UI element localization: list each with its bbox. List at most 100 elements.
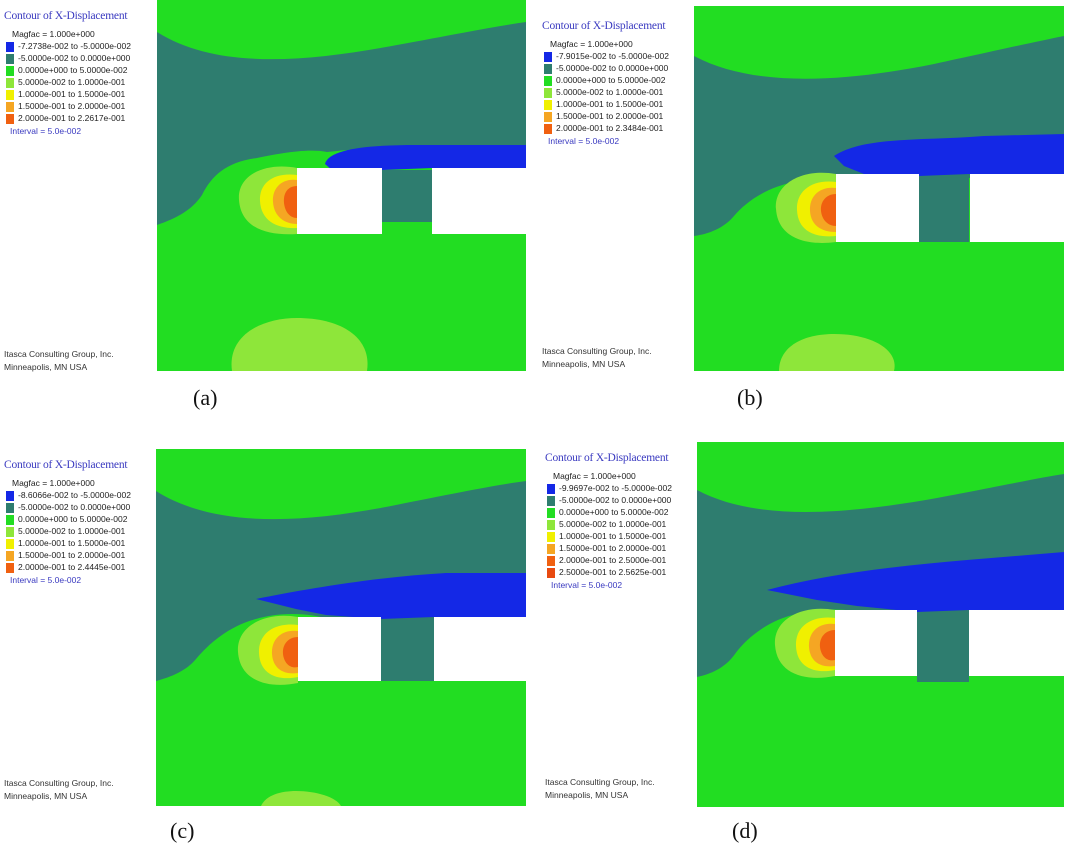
legend-row: -8.6066e-002 to -5.0000e-002 <box>6 490 156 501</box>
legend-swatch <box>544 112 552 122</box>
legend-interval: Interval = 5.0e-002 <box>551 580 623 590</box>
legend-row: 0.0000e+000 to 5.0000e-002 <box>544 75 694 86</box>
legend-title: Contour of X-Displacement <box>542 20 666 32</box>
legend-row: 0.0000e+000 to 5.0000e-002 <box>6 514 156 525</box>
region-teal <box>157 22 526 225</box>
region-blue <box>767 552 1064 612</box>
caption-a: (a) <box>193 385 218 410</box>
legend-swatch <box>547 556 555 566</box>
legend-row-label: 2.0000e-001 to 2.2617e-001 <box>18 113 126 123</box>
credit-location: Minneapolis, MN USA <box>4 791 88 801</box>
region-teal-gap <box>917 610 969 682</box>
legend-swatch <box>6 515 14 525</box>
legend-row-label: -7.9015e-002 to -5.0000e-002 <box>556 51 669 61</box>
opening-left <box>297 168 382 234</box>
region-teal-gap <box>919 176 969 242</box>
opening-right <box>434 617 526 681</box>
legend-row: 1.0000e-001 to 1.5000e-001 <box>6 89 156 100</box>
region-blue <box>256 573 526 619</box>
legend-a: Contour of X-Displacement Magfac = 1.000… <box>4 10 156 372</box>
legend-row-label: -5.0000e-002 to 0.0000e+000 <box>18 53 131 63</box>
legend-row: -5.0000e-002 to 0.0000e+000 <box>547 495 697 506</box>
halo-red <box>819 630 835 661</box>
legend-swatch <box>6 563 14 573</box>
legend-row-label: 1.5000e-001 to 2.0000e-001 <box>18 101 126 111</box>
legend-swatch <box>6 102 14 112</box>
region-blue <box>834 134 1064 176</box>
legend-b: Contour of X-Displacement Magfac = 1.000… <box>542 20 692 380</box>
contour-plot-d <box>697 442 1064 807</box>
legend-swatch <box>6 539 14 549</box>
legend-title: Contour of X-Displacement <box>4 459 128 471</box>
opening-right <box>970 174 1064 242</box>
region-blue <box>325 145 526 170</box>
legend-row: 1.5000e-001 to 2.0000e-001 <box>6 101 156 112</box>
legend-row-label: 5.0000e-002 to 1.0000e-001 <box>18 526 126 536</box>
legend-row: 1.0000e-001 to 1.5000e-001 <box>6 538 156 549</box>
credit-location: Minneapolis, MN USA <box>542 359 626 369</box>
legend-swatch <box>6 527 14 537</box>
caption-c: (c) <box>170 818 195 843</box>
opening-left <box>298 617 381 681</box>
region-lower-light <box>261 791 341 806</box>
legend-row: 2.0000e-001 to 2.5000e-001 <box>547 555 697 566</box>
legend-swatch <box>544 52 552 62</box>
legend-row: 1.5000e-001 to 2.0000e-001 <box>547 543 697 554</box>
contour-plot-b <box>694 6 1064 371</box>
opening-right <box>432 168 526 234</box>
legend-row-label: -5.0000e-002 to 0.0000e+000 <box>18 502 131 512</box>
legend-row: 2.0000e-001 to 2.2617e-001 <box>6 113 156 124</box>
legend-swatch <box>547 544 555 554</box>
opening-left <box>836 174 919 242</box>
contour-plot-c <box>156 449 526 806</box>
legend-swatch <box>6 54 14 64</box>
legend-title: Contour of X-Displacement <box>4 10 128 22</box>
legend-row: 2.0000e-001 to 2.4445e-001 <box>6 562 156 573</box>
legend-swatch <box>6 491 14 501</box>
region-teal-gap <box>381 617 434 681</box>
legend-row-label: 2.0000e-001 to 2.3484e-001 <box>556 123 664 133</box>
legend-row: 5.0000e-002 to 1.0000e-001 <box>6 526 156 537</box>
halo-red <box>282 637 298 668</box>
legend-row: 1.0000e-001 to 1.5000e-001 <box>544 99 694 110</box>
legend-swatch <box>544 76 552 86</box>
legend-row-label: -9.9697e-002 to -5.0000e-002 <box>559 483 672 493</box>
legend-interval: Interval = 5.0e-002 <box>10 575 82 585</box>
legend-row-label: 1.5000e-001 to 2.0000e-001 <box>559 543 667 553</box>
legend-row-label: 2.0000e-001 to 2.5000e-001 <box>559 555 667 565</box>
legend-c: Contour of X-Displacement Magfac = 1.000… <box>4 459 154 819</box>
legend-row-label: 0.0000e+000 to 5.0000e-002 <box>18 65 128 75</box>
legend-swatch <box>544 88 552 98</box>
legend-row-label: 1.5000e-001 to 2.0000e-001 <box>18 550 126 560</box>
legend-swatch <box>6 42 14 52</box>
legend-row-label: 0.0000e+000 to 5.0000e-002 <box>18 514 128 524</box>
legend-swatch <box>6 114 14 124</box>
legend-swatch <box>547 532 555 542</box>
region-lower-light <box>231 318 368 371</box>
legend-swatch <box>547 484 555 494</box>
legend-row: 0.0000e+000 to 5.0000e-002 <box>547 507 697 518</box>
legend-interval: Interval = 5.0e-002 <box>10 126 82 136</box>
legend-row-label: 1.0000e-001 to 1.5000e-001 <box>18 538 126 548</box>
region-lower-light <box>779 334 895 371</box>
legend-row-label: 2.5000e-001 to 2.5625e-001 <box>559 567 667 577</box>
legend-row-label: 1.0000e-001 to 1.5000e-001 <box>559 531 667 541</box>
legend-row: 2.5000e-001 to 2.5625e-001 <box>547 567 697 578</box>
credit-company: Itasca Consulting Group, Inc. <box>542 346 652 356</box>
legend-row-label: -7.2738e-002 to -5.0000e-002 <box>18 41 131 51</box>
caption-b: (b) <box>737 385 763 410</box>
legend-row-label: -5.0000e-002 to 0.0000e+000 <box>559 495 672 505</box>
region-teal <box>694 36 1064 236</box>
halo-red <box>283 186 297 218</box>
legend-row-label: 0.0000e+000 to 5.0000e-002 <box>559 507 669 517</box>
legend-swatch <box>544 124 552 134</box>
caption-d: (d) <box>732 818 758 843</box>
legend-row: 5.0000e-002 to 1.0000e-001 <box>6 77 156 88</box>
legend-swatch <box>6 66 14 76</box>
legend-magfac: Magfac = 1.000e+000 <box>550 39 633 49</box>
legend-row: -5.0000e-002 to 0.0000e+000 <box>6 53 156 64</box>
legend-swatch <box>547 520 555 530</box>
legend-row: 1.5000e-001 to 2.0000e-001 <box>6 550 156 561</box>
credit-location: Minneapolis, MN USA <box>4 362 88 372</box>
legend-row-label: 5.0000e-002 to 1.0000e-001 <box>18 77 126 87</box>
